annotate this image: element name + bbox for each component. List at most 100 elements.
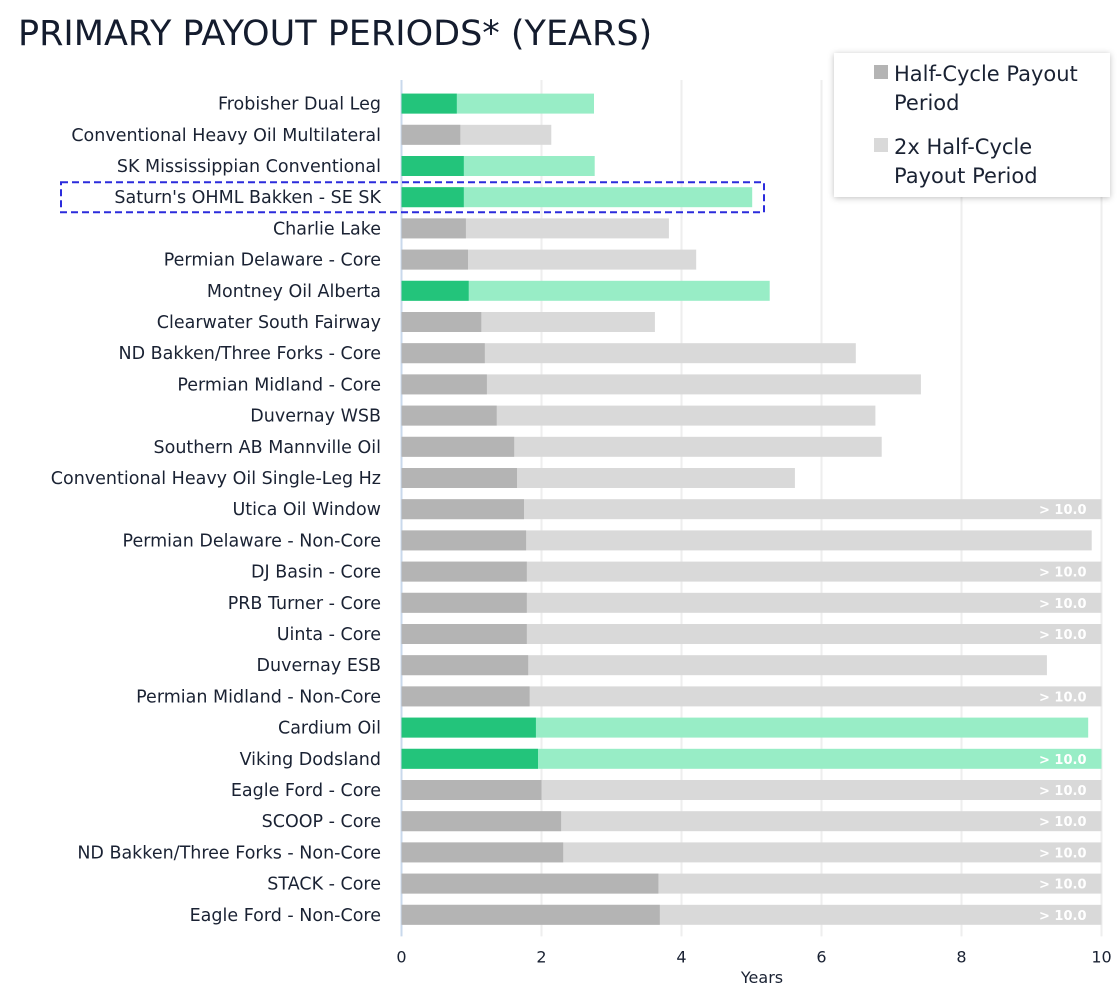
bar-half-cycle	[401, 530, 527, 551]
overflow-data-label: > 10.0	[1039, 753, 1087, 768]
bar-half-cycle	[401, 748, 538, 769]
category-label: Conventional Heavy Oil Multilateral	[71, 126, 381, 146]
bar-half-cycle	[401, 312, 482, 332]
category-label: Charlie Lake	[273, 219, 381, 239]
category-label: ND Bakken/Three Forks - Non-Core	[77, 843, 381, 863]
bar-half-cycle	[401, 187, 464, 208]
category-label: Eagle Ford - Non-Core	[190, 906, 381, 926]
bar-half-cycle	[401, 811, 562, 832]
x-tick-label: 2	[536, 947, 546, 966]
overflow-data-label: > 10.0	[1039, 503, 1087, 518]
bar-half-cycle	[401, 592, 527, 613]
category-label: Cardium Oil	[278, 719, 381, 739]
bar-half-cycle	[401, 93, 457, 114]
legend-swatch-2x-half-cycle	[874, 138, 888, 152]
bar-half-cycle	[401, 468, 517, 488]
bar-half-cycle	[401, 904, 660, 925]
legend-swatch-half-cycle	[874, 65, 888, 79]
x-tick-labels: 0 2 4 6 8 10	[396, 947, 1111, 966]
bar-2x-half-cycle	[401, 842, 1102, 863]
chart-title: PRIMARY PAYOUT PERIODS* (YEARS)	[18, 14, 653, 54]
category-label: SCOOP - Core	[262, 812, 381, 832]
bar-2x-half-cycle	[401, 405, 876, 426]
legend-label: 2x Half-Cycle Payout Period	[894, 135, 1038, 188]
bar-2x-half-cycle	[401, 499, 1102, 520]
category-label: Saturn's OHML Bakken - SE SK	[114, 188, 381, 208]
category-labels: Frobisher Dual Leg Conventional Heavy Oil…	[51, 95, 382, 926]
bar-2x-half-cycle	[401, 530, 1092, 551]
bar-2x-half-cycle	[401, 218, 669, 239]
bar-2x-half-cycle	[401, 436, 882, 457]
x-tick-label: 8	[956, 947, 966, 966]
bar-half-cycle	[401, 124, 461, 145]
bar-half-cycle	[401, 686, 530, 707]
category-label: Viking Dodsland	[240, 750, 381, 770]
bar-half-cycle	[401, 873, 659, 894]
overflow-data-label: > 10.0	[1039, 566, 1087, 581]
bar-half-cycle	[401, 780, 542, 800]
category-label: Utica Oil Window	[232, 500, 381, 520]
bar-half-cycle	[401, 156, 464, 176]
bar-2x-half-cycle	[401, 561, 1102, 582]
category-label: STACK - Core	[267, 875, 381, 895]
category-label: Uinta - Core	[277, 625, 381, 645]
category-label: Frobisher Dual Leg	[218, 95, 381, 115]
category-label: Montney Oil Alberta	[207, 282, 381, 302]
legend-item-2x-half-cycle: 2x Half-Cycle Payout Period	[874, 133, 1094, 191]
bar-2x-half-cycle	[401, 780, 1102, 800]
x-axis-label: Years	[740, 968, 783, 987]
bar-half-cycle	[401, 561, 527, 582]
category-label: PRB Turner - Core	[228, 594, 381, 614]
bar-half-cycle	[401, 280, 469, 301]
bar-2x-half-cycle	[401, 187, 753, 208]
bar-2x-half-cycle	[401, 249, 697, 270]
category-label: Permian Delaware - Core	[164, 251, 381, 271]
bar-half-cycle	[401, 405, 497, 426]
x-tick-label: 10	[1091, 947, 1111, 966]
x-tick-label: 4	[676, 947, 686, 966]
bar-half-cycle	[401, 436, 515, 457]
category-label: ND Bakken/Three Forks - Core	[119, 344, 381, 364]
bar-half-cycle	[401, 717, 536, 738]
overflow-data-label: > 10.0	[1039, 690, 1087, 705]
category-label: SK Mississippian Conventional	[117, 157, 381, 177]
bar-2x-half-cycle	[401, 686, 1102, 707]
category-label: Permian Midland - Non-Core	[136, 687, 381, 707]
x-tick-label: 6	[816, 947, 826, 966]
bar-2x-half-cycle	[401, 592, 1102, 613]
category-label: Eagle Ford - Core	[231, 781, 381, 801]
category-label: Permian Midland - Core	[177, 375, 381, 395]
bar-2x-half-cycle	[401, 748, 1102, 769]
highlight-box-group	[60, 181, 765, 214]
overflow-data-label: > 10.0	[1039, 784, 1087, 799]
category-label: Duvernay WSB	[250, 407, 381, 427]
highlight-box	[60, 181, 765, 214]
overflow-data-label: > 10.0	[1039, 846, 1087, 861]
bar-2x-half-cycle	[401, 717, 1089, 738]
bar-2x-half-cycle	[401, 374, 921, 395]
bar-half-cycle	[401, 655, 529, 676]
overflow-data-label: > 10.0	[1039, 815, 1087, 830]
bar-2x-half-cycle	[401, 343, 856, 364]
overflow-data-label: > 10.0	[1039, 628, 1087, 643]
bar-2x-half-cycle	[401, 811, 1102, 832]
x-tick-label: 0	[396, 947, 406, 966]
bar-2x-half-cycle	[401, 280, 770, 301]
bar-2x-half-cycle	[401, 655, 1047, 676]
legend: Half-Cycle Payout Period 2x Half-Cycle P…	[834, 53, 1110, 197]
bar-half-cycle	[401, 249, 468, 270]
bar-2x-half-cycle	[401, 624, 1102, 644]
legend-label: Half-Cycle Payout Period	[894, 62, 1078, 115]
bar-half-cycle	[401, 842, 564, 863]
category-label: Southern AB Mannville Oil	[154, 438, 381, 458]
overflow-data-label: > 10.0	[1039, 597, 1087, 612]
category-label: Clearwater South Fairway	[157, 313, 381, 333]
category-label: Duvernay ESB	[257, 656, 381, 676]
bar-half-cycle	[401, 499, 524, 520]
bar-half-cycle	[401, 218, 466, 239]
category-label: DJ Basin - Core	[251, 563, 381, 583]
category-label: Permian Delaware - Non-Core	[123, 531, 381, 551]
overflow-data-label: > 10.0	[1039, 878, 1087, 893]
overflow-data-label: > 10.0	[1039, 909, 1087, 924]
